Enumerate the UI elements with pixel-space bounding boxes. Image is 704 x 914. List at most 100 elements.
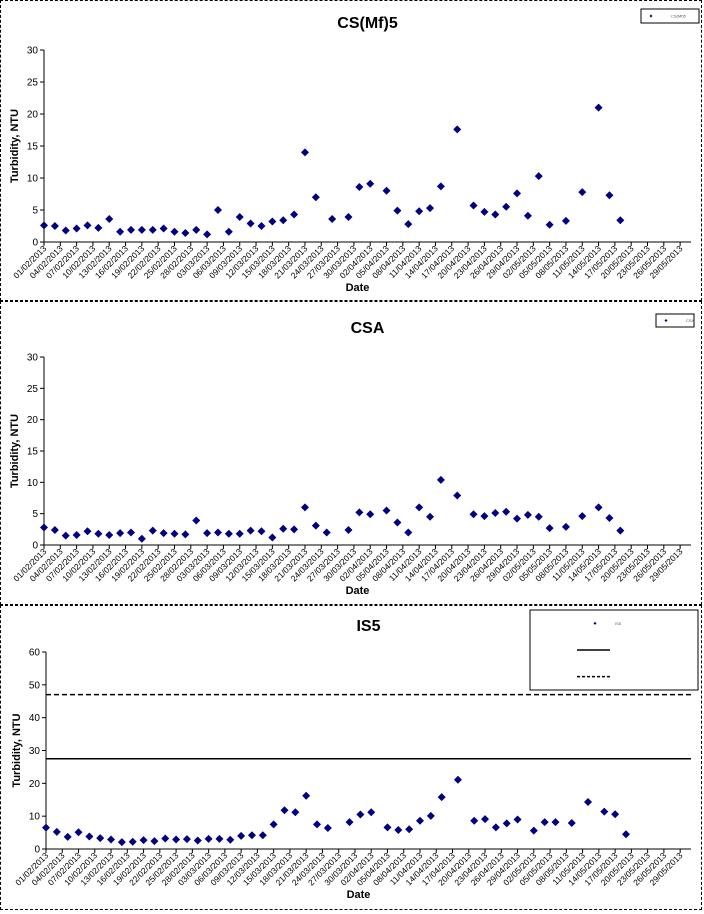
- legend-marker: [649, 14, 653, 18]
- data-point: [436, 475, 445, 484]
- data-point: [491, 210, 500, 219]
- data-point: [540, 818, 549, 827]
- data-point: [215, 834, 224, 843]
- data-point: [383, 823, 392, 832]
- data-point: [344, 213, 353, 222]
- y-axis-label: Turbidity, NTU: [11, 713, 23, 787]
- data-point: [61, 531, 70, 540]
- data-point: [291, 808, 300, 817]
- data-point: [246, 526, 255, 535]
- y-tick-label: 5: [32, 509, 38, 520]
- data-point: [502, 507, 511, 516]
- data-point: [322, 528, 331, 537]
- data-point: [605, 514, 614, 523]
- data-point: [594, 103, 603, 112]
- data-point: [551, 818, 560, 827]
- data-point: [94, 529, 103, 538]
- data-point: [224, 227, 233, 236]
- data-point: [426, 204, 435, 213]
- data-point: [491, 509, 500, 518]
- y-tick-label: 10: [27, 478, 39, 489]
- data-point: [345, 818, 354, 827]
- legend-marker: [664, 319, 668, 322]
- y-tick-label: 10: [27, 174, 39, 185]
- data-point: [311, 521, 320, 530]
- data-point: [237, 831, 246, 840]
- data-point: [344, 525, 353, 534]
- data-point: [584, 798, 593, 807]
- data-point: [523, 510, 532, 519]
- data-point: [226, 835, 235, 844]
- legend-label: CSA: [686, 318, 695, 323]
- y-axis-label: Turbidity, NTU: [9, 109, 21, 183]
- data-point: [311, 193, 320, 202]
- data-point: [213, 528, 222, 537]
- legend: CSA: [655, 313, 695, 328]
- data-point: [404, 220, 413, 229]
- data-point: [453, 775, 462, 784]
- data-point: [74, 828, 83, 837]
- data-point: [224, 529, 233, 538]
- data-point: [469, 510, 478, 519]
- data-point: [148, 225, 157, 234]
- y-tick-label: 20: [27, 110, 39, 121]
- data-point: [513, 189, 522, 198]
- data-point: [203, 529, 212, 538]
- data-point: [280, 806, 289, 815]
- chart-svg: CSA05101520253001/02/201304/02/201307/02…: [9, 313, 695, 597]
- data-point: [63, 832, 72, 841]
- data-point: [72, 530, 81, 539]
- data-point: [545, 524, 554, 533]
- data-point: [328, 214, 337, 223]
- data-point: [159, 529, 168, 538]
- data-point: [437, 793, 446, 802]
- data-point: [61, 226, 70, 235]
- data-point: [83, 221, 92, 230]
- data-point: [182, 835, 191, 844]
- data-point: [137, 534, 146, 543]
- y-tick-label: 30: [27, 353, 39, 364]
- data-point: [469, 201, 478, 210]
- data-point: [313, 820, 322, 829]
- data-point: [529, 826, 538, 835]
- data-point: [480, 207, 489, 216]
- data-point: [116, 227, 125, 236]
- y-axis-label: Turbidity, NTU: [9, 414, 21, 488]
- legend: IS5: [529, 609, 699, 691]
- data-point: [203, 230, 212, 239]
- chart-title: IS5: [356, 618, 380, 635]
- data-point: [594, 503, 603, 512]
- data-point: [436, 182, 445, 191]
- data-point: [290, 525, 299, 534]
- chart-panel-is5: IS5 0 10 20 30 40 50 60 01/02/2013 04/02/2013 07/0…: [0, 605, 702, 910]
- data-point: [117, 838, 126, 847]
- data-point: [605, 191, 614, 200]
- data-point: [42, 823, 50, 832]
- data-point: [491, 823, 500, 832]
- data-point: [453, 125, 462, 134]
- y-tick-label: 60: [29, 648, 41, 659]
- y-tick-label: 20: [29, 779, 41, 790]
- data-point: [257, 222, 266, 230]
- data-point: [94, 223, 103, 232]
- data-point: [181, 530, 190, 539]
- data-point: [393, 518, 402, 527]
- data-point: [279, 216, 288, 225]
- data-point: [290, 210, 299, 219]
- data-point: [323, 823, 332, 832]
- data-point: [426, 512, 435, 521]
- data-point: [107, 835, 116, 844]
- data-point: [616, 216, 625, 225]
- data-point: [561, 522, 570, 531]
- data-point: [578, 188, 587, 197]
- legend-marker: [593, 621, 597, 625]
- legend-label: CS(Mf)5: [671, 14, 687, 19]
- data-point: [137, 225, 146, 234]
- data-point: [426, 811, 435, 820]
- data-point: [128, 837, 137, 846]
- data-point: [621, 830, 630, 839]
- data-point: [600, 807, 609, 816]
- y-tick-label: 10: [29, 812, 41, 823]
- data-point: [356, 810, 365, 819]
- data-point: [235, 213, 244, 222]
